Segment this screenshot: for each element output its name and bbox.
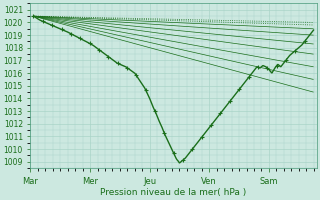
X-axis label: Pression niveau de la mer( hPa ): Pression niveau de la mer( hPa ) (100, 188, 247, 197)
